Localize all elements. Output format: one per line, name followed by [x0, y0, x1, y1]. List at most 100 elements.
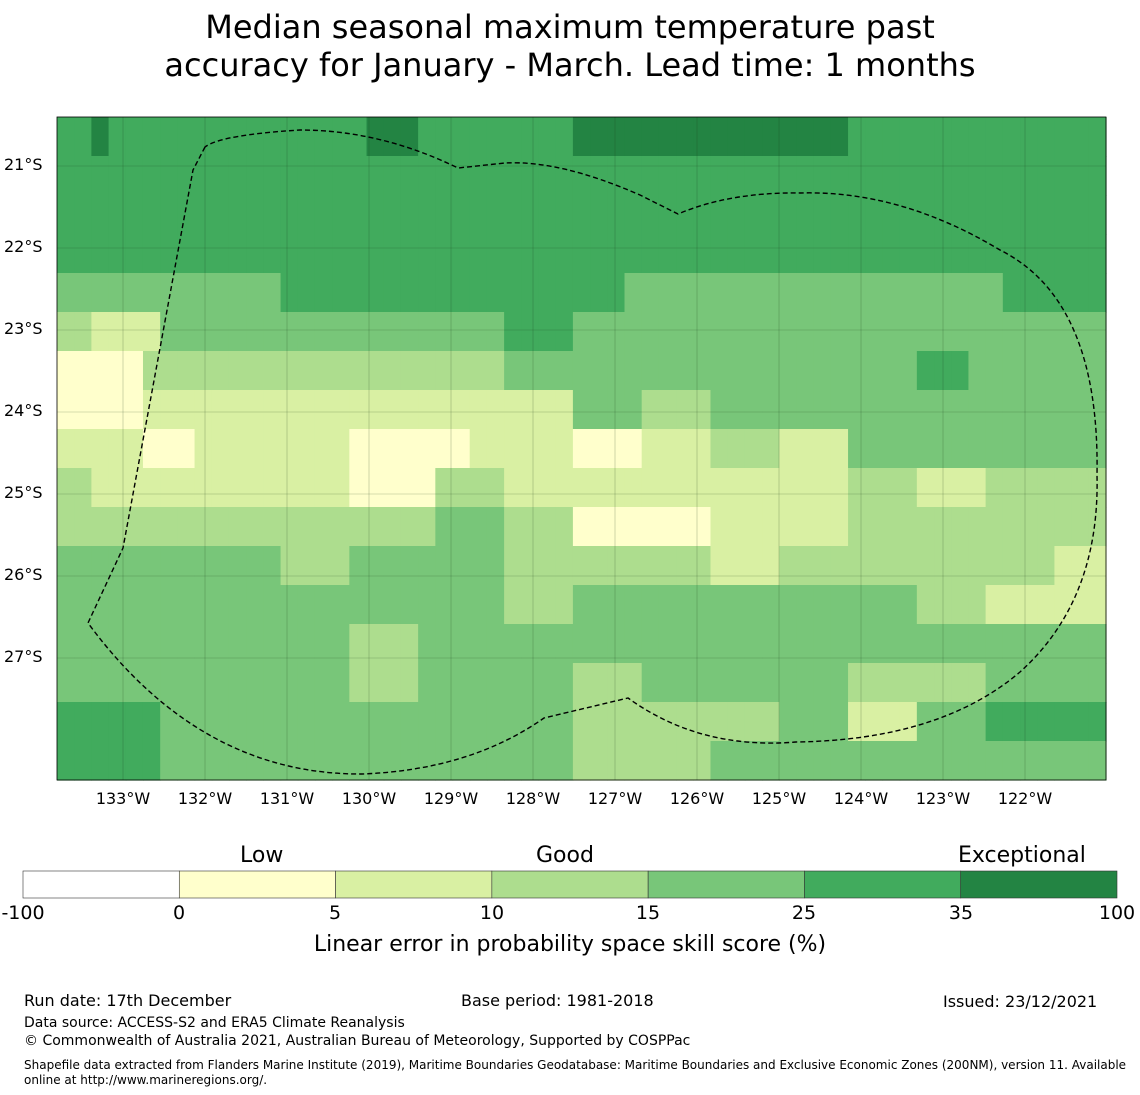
skill-cell: [607, 702, 626, 742]
skill-cell: [693, 624, 712, 664]
skill-cell: [1071, 117, 1090, 157]
skill-cell: [1088, 312, 1107, 352]
skill-cell: [624, 273, 643, 313]
skill-cell: [383, 468, 402, 508]
skill-cell: [108, 468, 127, 508]
skill-cell: [142, 702, 161, 742]
skill-cell: [57, 741, 75, 781]
skill-cell: [194, 234, 213, 274]
skill-cell: [1088, 585, 1107, 625]
skill-cell: [297, 468, 316, 508]
skill-cell: [504, 663, 522, 703]
skill-cell: [1071, 507, 1090, 547]
skill-cell: [710, 624, 729, 664]
skill-cell: [297, 312, 316, 352]
skill-cell: [332, 312, 350, 352]
colorbar: [22, 870, 1118, 899]
skill-cell: [555, 702, 574, 742]
skill-cell: [177, 741, 196, 781]
skill-cell: [813, 351, 832, 391]
skill-cell: [1054, 273, 1073, 313]
skill-cell: [418, 585, 436, 625]
skill-cell: [934, 312, 952, 352]
skill-cell: [452, 390, 471, 430]
skill-cell: [538, 663, 557, 703]
skill-cell: [1088, 390, 1107, 430]
skill-cell: [916, 429, 935, 469]
skill-cell: [469, 312, 488, 352]
skill-cell: [108, 702, 127, 742]
issued-date: Issued: 23/12/2021: [943, 992, 1098, 1011]
skill-cell: [968, 117, 987, 157]
skill-cell: [1054, 741, 1073, 781]
skill-cell: [607, 312, 626, 352]
skill-cell: [676, 546, 694, 586]
skill-cell: [280, 351, 299, 391]
skill-cell: [727, 624, 746, 664]
skill-cell: [74, 156, 92, 196]
skill-cell: [452, 507, 471, 547]
skill-cell: [504, 351, 522, 391]
skill-cell: [108, 546, 127, 586]
skill-cell: [469, 507, 488, 547]
skill-cell: [951, 546, 970, 586]
skill-cell: [848, 546, 866, 586]
skill-cell: [246, 702, 264, 742]
skill-cell: [125, 234, 144, 274]
skill-cell: [693, 507, 712, 547]
skill-cell: [504, 585, 522, 625]
skill-cell: [280, 624, 299, 664]
skill-cell: [658, 741, 677, 781]
skill-cell: [74, 585, 92, 625]
skill-cell: [538, 351, 557, 391]
skill-cell: [1020, 546, 1038, 586]
skill-cell: [435, 663, 454, 703]
skill-cell: [142, 117, 161, 157]
lon-label: 132°W: [177, 789, 233, 808]
skill-cell: [125, 117, 144, 157]
skill-cell: [727, 273, 746, 313]
skill-cell: [934, 195, 952, 235]
skill-cell: [882, 195, 901, 235]
skill-cell: [813, 468, 832, 508]
skill-cell: [779, 741, 798, 781]
skill-cell: [710, 702, 729, 742]
lon-label: 129°W: [423, 789, 479, 808]
skill-cell: [882, 468, 901, 508]
skill-cell: [160, 507, 178, 547]
skill-cell: [727, 390, 746, 430]
skill-cell: [418, 117, 436, 157]
lon-label: 133°W: [95, 789, 151, 808]
skill-cell: [418, 390, 436, 430]
skill-cell: [74, 273, 92, 313]
skill-cell: [555, 117, 574, 157]
skill-cell: [710, 390, 729, 430]
skill-cell: [1037, 663, 1056, 703]
skill-cell: [555, 312, 574, 352]
skill-cell: [1054, 624, 1073, 664]
skill-cell: [263, 390, 282, 430]
shapefile-credit: Shapefile data extracted from Flanders M…: [24, 1058, 1127, 1087]
skill-cell: [762, 741, 780, 781]
skill-cell: [486, 195, 505, 235]
skill-cell: [830, 117, 849, 157]
skill-cell: [366, 390, 385, 430]
skill-cell: [246, 741, 264, 781]
skill-cell: [762, 156, 780, 196]
skill-cell: [538, 117, 557, 157]
skill-cell: [641, 585, 660, 625]
skill-cell: [228, 156, 247, 196]
skill-cell: [865, 585, 884, 625]
skill-cell: [297, 390, 316, 430]
skill-cell: [74, 507, 92, 547]
skill-cell: [280, 585, 299, 625]
skill-cell: [280, 663, 299, 703]
skill-cell: [1088, 741, 1107, 781]
skill-cell: [314, 468, 333, 508]
skill-cell: [57, 546, 75, 586]
skill-cell: [469, 468, 488, 508]
skill-cell: [418, 663, 436, 703]
skill-cell: [762, 390, 780, 430]
skill-cell: [744, 156, 763, 196]
skill-cell: [74, 234, 92, 274]
